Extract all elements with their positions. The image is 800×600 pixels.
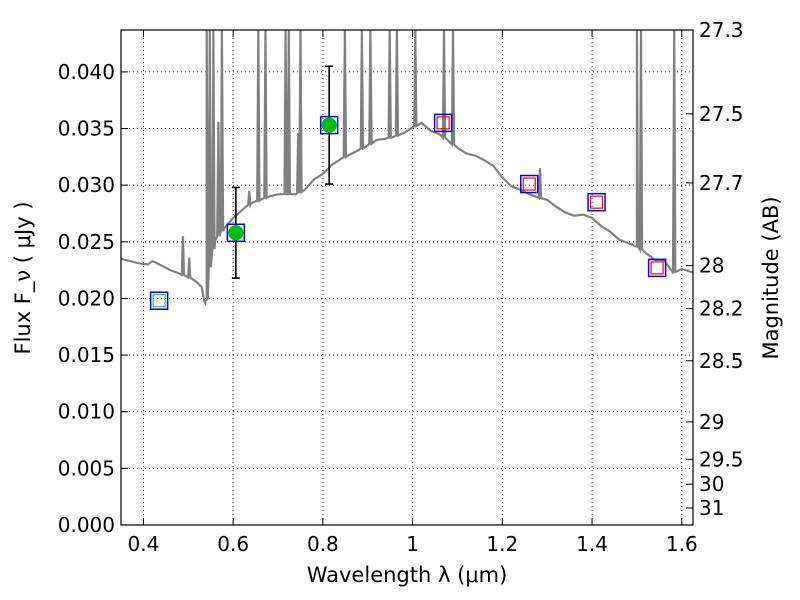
plot-frame — [120, 29, 694, 526]
upper-limit-box — [650, 261, 664, 275]
x-tick-label: 1.2 — [486, 532, 518, 556]
model-photometry-box — [647, 258, 667, 278]
x-tick-label: 1.4 — [576, 532, 608, 556]
model-photometry-box — [319, 115, 339, 135]
sed-model-line — [121, 30, 693, 307]
y-tick-label: 0.025 — [58, 230, 115, 254]
photometry-markers — [149, 65, 667, 310]
x-tick-label: 1.6 — [666, 532, 698, 556]
x-tick-label: 0.4 — [128, 532, 160, 556]
model-photometry-box — [149, 291, 169, 310]
observed-point — [228, 225, 244, 241]
sed-model-layer — [121, 30, 693, 307]
y-tick-label: 0.005 — [58, 456, 115, 480]
model-photometry-box — [587, 192, 606, 212]
upper-limit-box — [436, 116, 450, 130]
y-tick-label: 0.010 — [58, 400, 115, 424]
right-tick-label: 29 — [699, 410, 724, 434]
right-tick-label: 27.5 — [699, 102, 744, 126]
right-tick-label: 28.2 — [699, 297, 744, 321]
model-photometry-box — [226, 223, 246, 243]
observed-point — [321, 117, 337, 133]
axis-ticks: 0.4 0.6 0.8 1 1.2 1.4 1.6 0.000 0.005 0.010 0.015 0… — [58, 18, 744, 556]
upper-limit-box — [522, 177, 536, 191]
x-tick-label: 0.6 — [217, 532, 249, 556]
right-axis-title: Magnitude (AB) — [759, 196, 783, 359]
y-tick-label: 0.015 — [58, 343, 115, 367]
right-tick-label: 29.5 — [699, 447, 744, 471]
y-tick-label: 0.040 — [58, 60, 115, 84]
x-tick-label: 1 — [406, 532, 419, 556]
x-axis-title: Wavelength λ (μm) — [307, 563, 508, 587]
model-photometry-box — [520, 174, 539, 194]
right-tick-label: 28.5 — [699, 349, 744, 373]
y-tick-label: 0.030 — [58, 173, 115, 197]
model-photometry-box — [433, 113, 453, 133]
y-tick-label: 0.020 — [58, 286, 115, 310]
right-tick-label: 28 — [699, 254, 724, 278]
upper-limit-box — [589, 195, 604, 209]
right-tick-label: 27.7 — [699, 171, 744, 195]
faint-green-box — [152, 294, 166, 308]
y-tick-label: 0.000 — [58, 513, 115, 537]
y-axis-title: Flux F_ν ( μJy ) — [11, 201, 36, 354]
right-tick-label: 30 — [699, 472, 724, 496]
right-tick-label: 27.3 — [699, 18, 744, 42]
y-tick-label: 0.035 — [58, 117, 115, 141]
right-tick-label: 31 — [699, 496, 724, 520]
x-tick-label: 0.8 — [307, 532, 339, 556]
